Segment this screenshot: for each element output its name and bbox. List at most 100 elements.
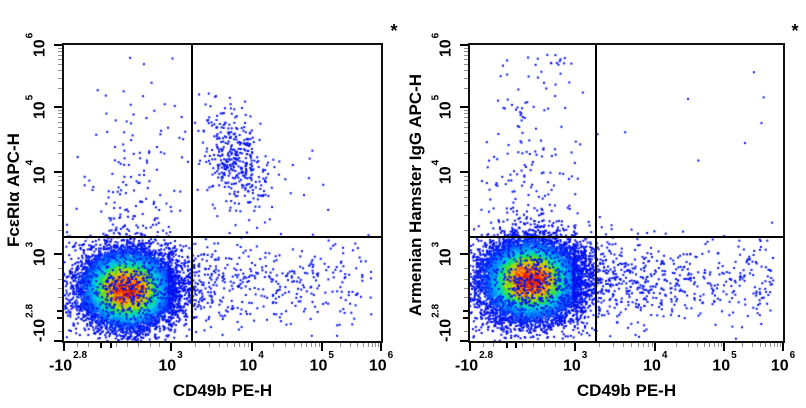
significance-asterisk: * bbox=[390, 21, 398, 41]
y-major-tick bbox=[54, 44, 62, 46]
x-tick-label: 105 bbox=[712, 350, 736, 375]
y-minor-tick bbox=[464, 122, 468, 123]
tick-exponent: 6 bbox=[387, 350, 394, 361]
y-minor-tick bbox=[464, 141, 468, 142]
y-minor-tick bbox=[58, 141, 62, 142]
x-minor-tick bbox=[378, 343, 379, 347]
x-minor-tick bbox=[375, 343, 376, 347]
x-tick-label: 103 bbox=[158, 350, 182, 375]
y-tick-label: 106 bbox=[430, 33, 455, 57]
x-minor-tick bbox=[273, 343, 274, 347]
y-minor-tick bbox=[464, 55, 468, 56]
x-minor-tick bbox=[742, 343, 743, 347]
x-minor-tick bbox=[100, 343, 102, 348]
y-minor-tick bbox=[58, 48, 62, 49]
y-major-tick bbox=[54, 253, 62, 256]
tick-exponent: 3 bbox=[430, 242, 442, 248]
y-minor-tick bbox=[463, 310, 468, 312]
x-minor-tick bbox=[704, 343, 705, 347]
tick-base: 10 bbox=[770, 357, 789, 375]
tick-exponent: 2.8 bbox=[73, 350, 88, 361]
tick-exponent: 5 bbox=[731, 350, 737, 361]
x-minor-tick bbox=[774, 343, 775, 347]
x-minor-tick bbox=[363, 343, 364, 347]
quadrant-gate-horizontal[interactable] bbox=[470, 236, 783, 238]
tick-exponent: 3 bbox=[581, 350, 588, 361]
tick-base: 10 bbox=[437, 166, 455, 185]
x-minor-tick bbox=[77, 343, 78, 347]
tick-exponent: 4 bbox=[258, 350, 264, 361]
tick-exponent: 4 bbox=[24, 160, 36, 166]
x-minor-tick bbox=[350, 343, 351, 347]
y-minor-tick bbox=[464, 127, 468, 128]
scatter-canvas[interactable] bbox=[470, 45, 783, 341]
x-minor-tick bbox=[631, 343, 632, 347]
x-minor-tick bbox=[638, 343, 639, 347]
y-minor-tick bbox=[58, 331, 62, 332]
y-minor-tick bbox=[58, 127, 62, 128]
tick-exponent: 5 bbox=[328, 350, 334, 361]
x-minor-tick bbox=[315, 343, 316, 347]
tick-base: 10 bbox=[31, 101, 49, 120]
y-minor-tick bbox=[58, 122, 62, 123]
tick-exponent: 4 bbox=[430, 160, 442, 166]
y-minor-tick bbox=[464, 185, 468, 186]
x-tick-label: 106 bbox=[369, 350, 393, 375]
y-minor-tick bbox=[464, 78, 468, 79]
tick-base: 10 bbox=[31, 248, 49, 267]
scatter-canvas[interactable] bbox=[64, 45, 381, 341]
tick-exponent: 6 bbox=[430, 32, 442, 39]
flow-plot-fceri: FcεRIα APC-H CD49b PE-H * -102.8 103 104 10… bbox=[4, 21, 398, 400]
y-minor-tick bbox=[57, 310, 62, 312]
x-minor-tick bbox=[372, 343, 373, 347]
tick-base: -10 bbox=[31, 318, 49, 343]
tick-base: 10 bbox=[239, 357, 258, 375]
quadrant-gate-vertical[interactable] bbox=[595, 45, 597, 341]
y-minor-tick bbox=[58, 64, 62, 65]
y-minor-tick bbox=[58, 117, 62, 118]
y-tick-label: 103 bbox=[430, 242, 455, 266]
y-major-tick bbox=[460, 44, 468, 46]
x-tick-label: 103 bbox=[563, 350, 587, 375]
y-minor-tick bbox=[464, 331, 468, 332]
y-minor-tick bbox=[464, 197, 468, 198]
x-minor-tick bbox=[311, 343, 312, 347]
x-minor-tick bbox=[760, 343, 761, 347]
y-minor-tick bbox=[58, 288, 62, 289]
quadrant-gate-vertical[interactable] bbox=[191, 45, 193, 341]
tick-exponent: 2.8 bbox=[24, 303, 36, 318]
y-minor-tick bbox=[464, 113, 468, 114]
x-minor-tick bbox=[770, 343, 771, 347]
x-major-tick bbox=[250, 343, 253, 351]
y-tick-label: 104 bbox=[24, 160, 49, 184]
tick-base: 10 bbox=[643, 357, 661, 375]
x-minor-tick bbox=[623, 343, 624, 347]
plot-box bbox=[62, 43, 383, 343]
x-minor-tick bbox=[209, 343, 210, 347]
x-major-tick bbox=[320, 343, 323, 351]
y-axis-title: FcεRIα APC-H bbox=[4, 133, 23, 247]
y-minor-tick bbox=[58, 133, 62, 134]
y-minor-tick bbox=[58, 88, 62, 89]
x-tick-label: 105 bbox=[310, 350, 334, 375]
y-major-tick bbox=[460, 106, 468, 109]
x-major-tick bbox=[723, 343, 726, 351]
x-tick-label: -102.8 bbox=[49, 350, 87, 375]
y-tick-label: 105 bbox=[430, 95, 455, 119]
x-minor-tick bbox=[244, 343, 245, 347]
x-minor-tick bbox=[138, 343, 139, 347]
quadrant-gate-horizontal[interactable] bbox=[64, 236, 381, 238]
y-minor-tick bbox=[58, 153, 62, 154]
y-axis-title: Armenian Hamster IgG APC-H bbox=[406, 73, 425, 317]
tick-exponent: 6 bbox=[24, 32, 36, 39]
y-minor-tick bbox=[464, 59, 468, 60]
y-tick-label: 105 bbox=[24, 95, 49, 120]
y-minor-tick bbox=[58, 197, 62, 198]
y-minor-tick bbox=[464, 180, 468, 181]
x-major-tick bbox=[782, 343, 784, 351]
x-major-tick bbox=[469, 343, 471, 351]
tick-exponent: 2.8 bbox=[430, 303, 442, 318]
x-minor-tick bbox=[340, 343, 341, 347]
y-minor-tick bbox=[58, 110, 62, 111]
y-minor-tick bbox=[464, 88, 468, 89]
